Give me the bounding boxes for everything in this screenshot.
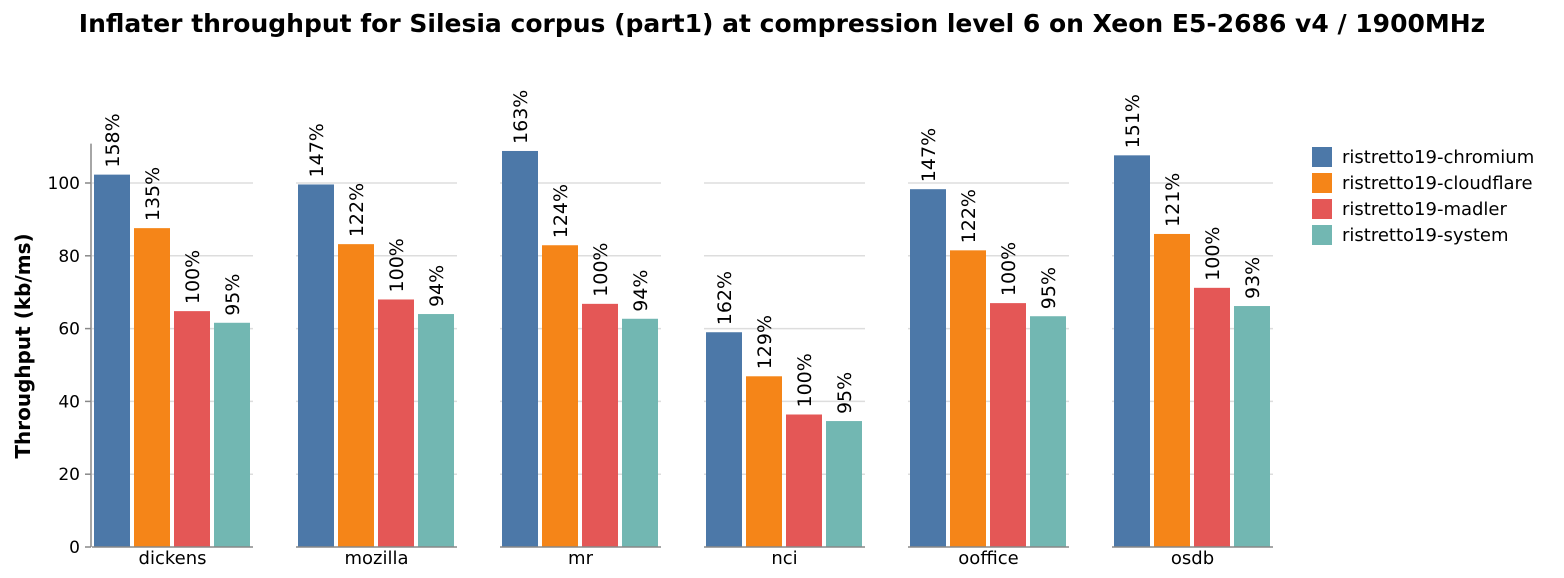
bar-label: 147%: [306, 123, 328, 177]
bar-nci-3: [826, 421, 862, 547]
bar-label: 147%: [918, 128, 940, 182]
y-axis-label: Throughput (kb/ms): [11, 233, 35, 458]
facet-osdb: 151% 121% 100% 93% osdb: [1112, 94, 1273, 569]
bar-label: 122%: [346, 183, 368, 237]
facet-dickens: 158% 135% 100% 95% dickens: [92, 113, 253, 569]
bar-dickens-0: [94, 174, 130, 548]
bar-label: 95%: [222, 274, 244, 316]
category-label: mr: [568, 548, 594, 569]
bar-label: 100%: [590, 243, 612, 297]
bar-dickens-3: [214, 322, 250, 547]
bar-label: 124%: [550, 184, 572, 238]
y-tick-label: 80: [58, 247, 80, 267]
bar-mr-2: [582, 303, 618, 547]
legend-swatch: [1312, 173, 1332, 193]
bar-ooffice-0: [910, 189, 946, 548]
bar-osdb-3: [1234, 306, 1270, 547]
bar-label: 95%: [1038, 267, 1060, 309]
legend-item: ristretto19-madler: [1312, 199, 1508, 220]
bar-mozilla-1: [338, 244, 374, 548]
bar-label: 163%: [510, 90, 532, 144]
bar-mr-1: [542, 245, 578, 547]
bar-mozilla-3: [418, 314, 454, 547]
legend-swatch: [1312, 199, 1332, 219]
bar-label: 100%: [1202, 227, 1224, 281]
bar-osdb-1: [1154, 233, 1190, 547]
category-label: ooffice: [958, 548, 1018, 569]
bar-nci-0: [706, 332, 742, 547]
plot-area: 158% 135% 100% 95% dickens 147% 122% 100% 94% moz…: [48, 90, 1273, 569]
y-tick-label: 0: [69, 538, 80, 558]
y-tick-label: 40: [58, 392, 80, 412]
facet-mozilla: 147% 122% 100% 94% mozilla: [296, 123, 457, 569]
bar-ooffice-1: [950, 250, 986, 547]
bar-label: 95%: [834, 372, 856, 414]
legend: ristretto19-chromium ristretto19-cloudfla…: [1312, 147, 1534, 246]
bar-label: 121%: [1162, 173, 1184, 227]
legend-label: ristretto19-madler: [1342, 199, 1508, 220]
category-label: mozilla: [344, 548, 408, 569]
legend-label: ristretto19-chromium: [1342, 147, 1534, 168]
bar-label: 100%: [182, 250, 204, 304]
y-tick-label: 100: [48, 174, 80, 194]
bar-label: 100%: [386, 238, 408, 292]
legend-item: ristretto19-cloudflare: [1312, 173, 1533, 194]
category-label: dickens: [139, 548, 207, 569]
legend-item: ristretto19-system: [1312, 225, 1509, 246]
facet-nci: 162% 129% 100% 95% nci: [704, 182, 865, 569]
bar-label: 94%: [426, 265, 448, 307]
bar-label: 158%: [102, 113, 124, 167]
chart-title: Inflater throughput for Silesia corpus (…: [79, 9, 1485, 38]
bar-label: 162%: [714, 271, 736, 325]
bar-dickens-2: [174, 311, 210, 547]
y-tick-label: 20: [58, 465, 80, 485]
y-axis: 0 20 40 60 80 100: [48, 143, 92, 558]
bar-label: 100%: [794, 353, 816, 407]
bar-ooffice-2: [990, 303, 1026, 547]
legend-item: ristretto19-chromium: [1312, 147, 1534, 168]
bar-label: 151%: [1122, 94, 1144, 148]
y-tick-label: 60: [58, 320, 80, 340]
legend-label: ristretto19-system: [1342, 225, 1509, 246]
bar-osdb-2: [1194, 287, 1230, 547]
bar-label: 122%: [958, 189, 980, 243]
category-label: osdb: [1171, 548, 1214, 569]
bar-mozilla-2: [378, 299, 414, 547]
bar-mr-0: [502, 150, 538, 547]
bar-nci-2: [786, 414, 822, 547]
bar-label: 135%: [142, 167, 164, 221]
category-label: nci: [771, 548, 797, 569]
legend-swatch: [1312, 225, 1332, 245]
bar-nci-1: [746, 376, 782, 547]
bar-mozilla-0: [298, 184, 334, 547]
bar-label: 100%: [998, 242, 1020, 296]
bar-osdb-0: [1114, 155, 1150, 547]
bar-dickens-1: [134, 228, 170, 548]
legend-label: ristretto19-cloudflare: [1342, 173, 1533, 194]
bar-ooffice-3: [1030, 316, 1066, 547]
facet-ooffice: 147% 122% 100% 95% ooffice: [908, 128, 1069, 569]
bar-label: 129%: [754, 315, 776, 369]
bar-mr-3: [622, 318, 658, 547]
legend-swatch: [1312, 147, 1332, 167]
facet-mr: 163% 124% 100% 94% mr: [500, 90, 661, 569]
bar-label: 93%: [1242, 257, 1264, 299]
bar-label: 94%: [630, 270, 652, 312]
